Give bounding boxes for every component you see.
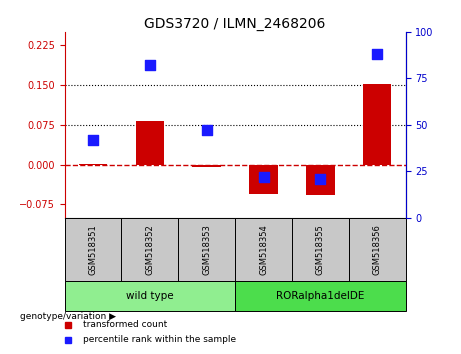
Text: GSM518353: GSM518353 [202, 224, 211, 275]
Text: wild type: wild type [126, 291, 174, 301]
Bar [193, 165, 221, 167]
Text: GSM518352: GSM518352 [145, 224, 154, 275]
Text: GSM518354: GSM518354 [259, 224, 268, 275]
Bar [136, 121, 164, 165]
Bar [79, 164, 107, 165]
Bar [306, 165, 335, 195]
Bar [349, 218, 406, 281]
Point [373, 51, 381, 57]
Text: transformed count: transformed count [83, 320, 167, 329]
Bar [292, 218, 349, 281]
Point [317, 176, 324, 182]
Text: percentile rank within the sample: percentile rank within the sample [83, 335, 236, 344]
Bar [178, 218, 235, 281]
Bar [249, 165, 278, 194]
Text: genotype/variation ▶: genotype/variation ▶ [20, 312, 116, 321]
Title: GDS3720 / ILMN_2468206: GDS3720 / ILMN_2468206 [144, 17, 326, 31]
Bar [121, 218, 178, 281]
Point [146, 62, 154, 68]
Bar [65, 281, 235, 311]
Text: GSM518356: GSM518356 [373, 224, 382, 275]
Text: RORalpha1delDE: RORalpha1delDE [276, 291, 365, 301]
Point [203, 127, 210, 133]
Point [89, 137, 97, 143]
Bar [363, 84, 391, 165]
Text: GSM518351: GSM518351 [89, 224, 97, 275]
Bar [235, 218, 292, 281]
Text: GSM518355: GSM518355 [316, 224, 325, 275]
Bar [235, 281, 406, 311]
Bar [65, 218, 121, 281]
Point [260, 174, 267, 180]
